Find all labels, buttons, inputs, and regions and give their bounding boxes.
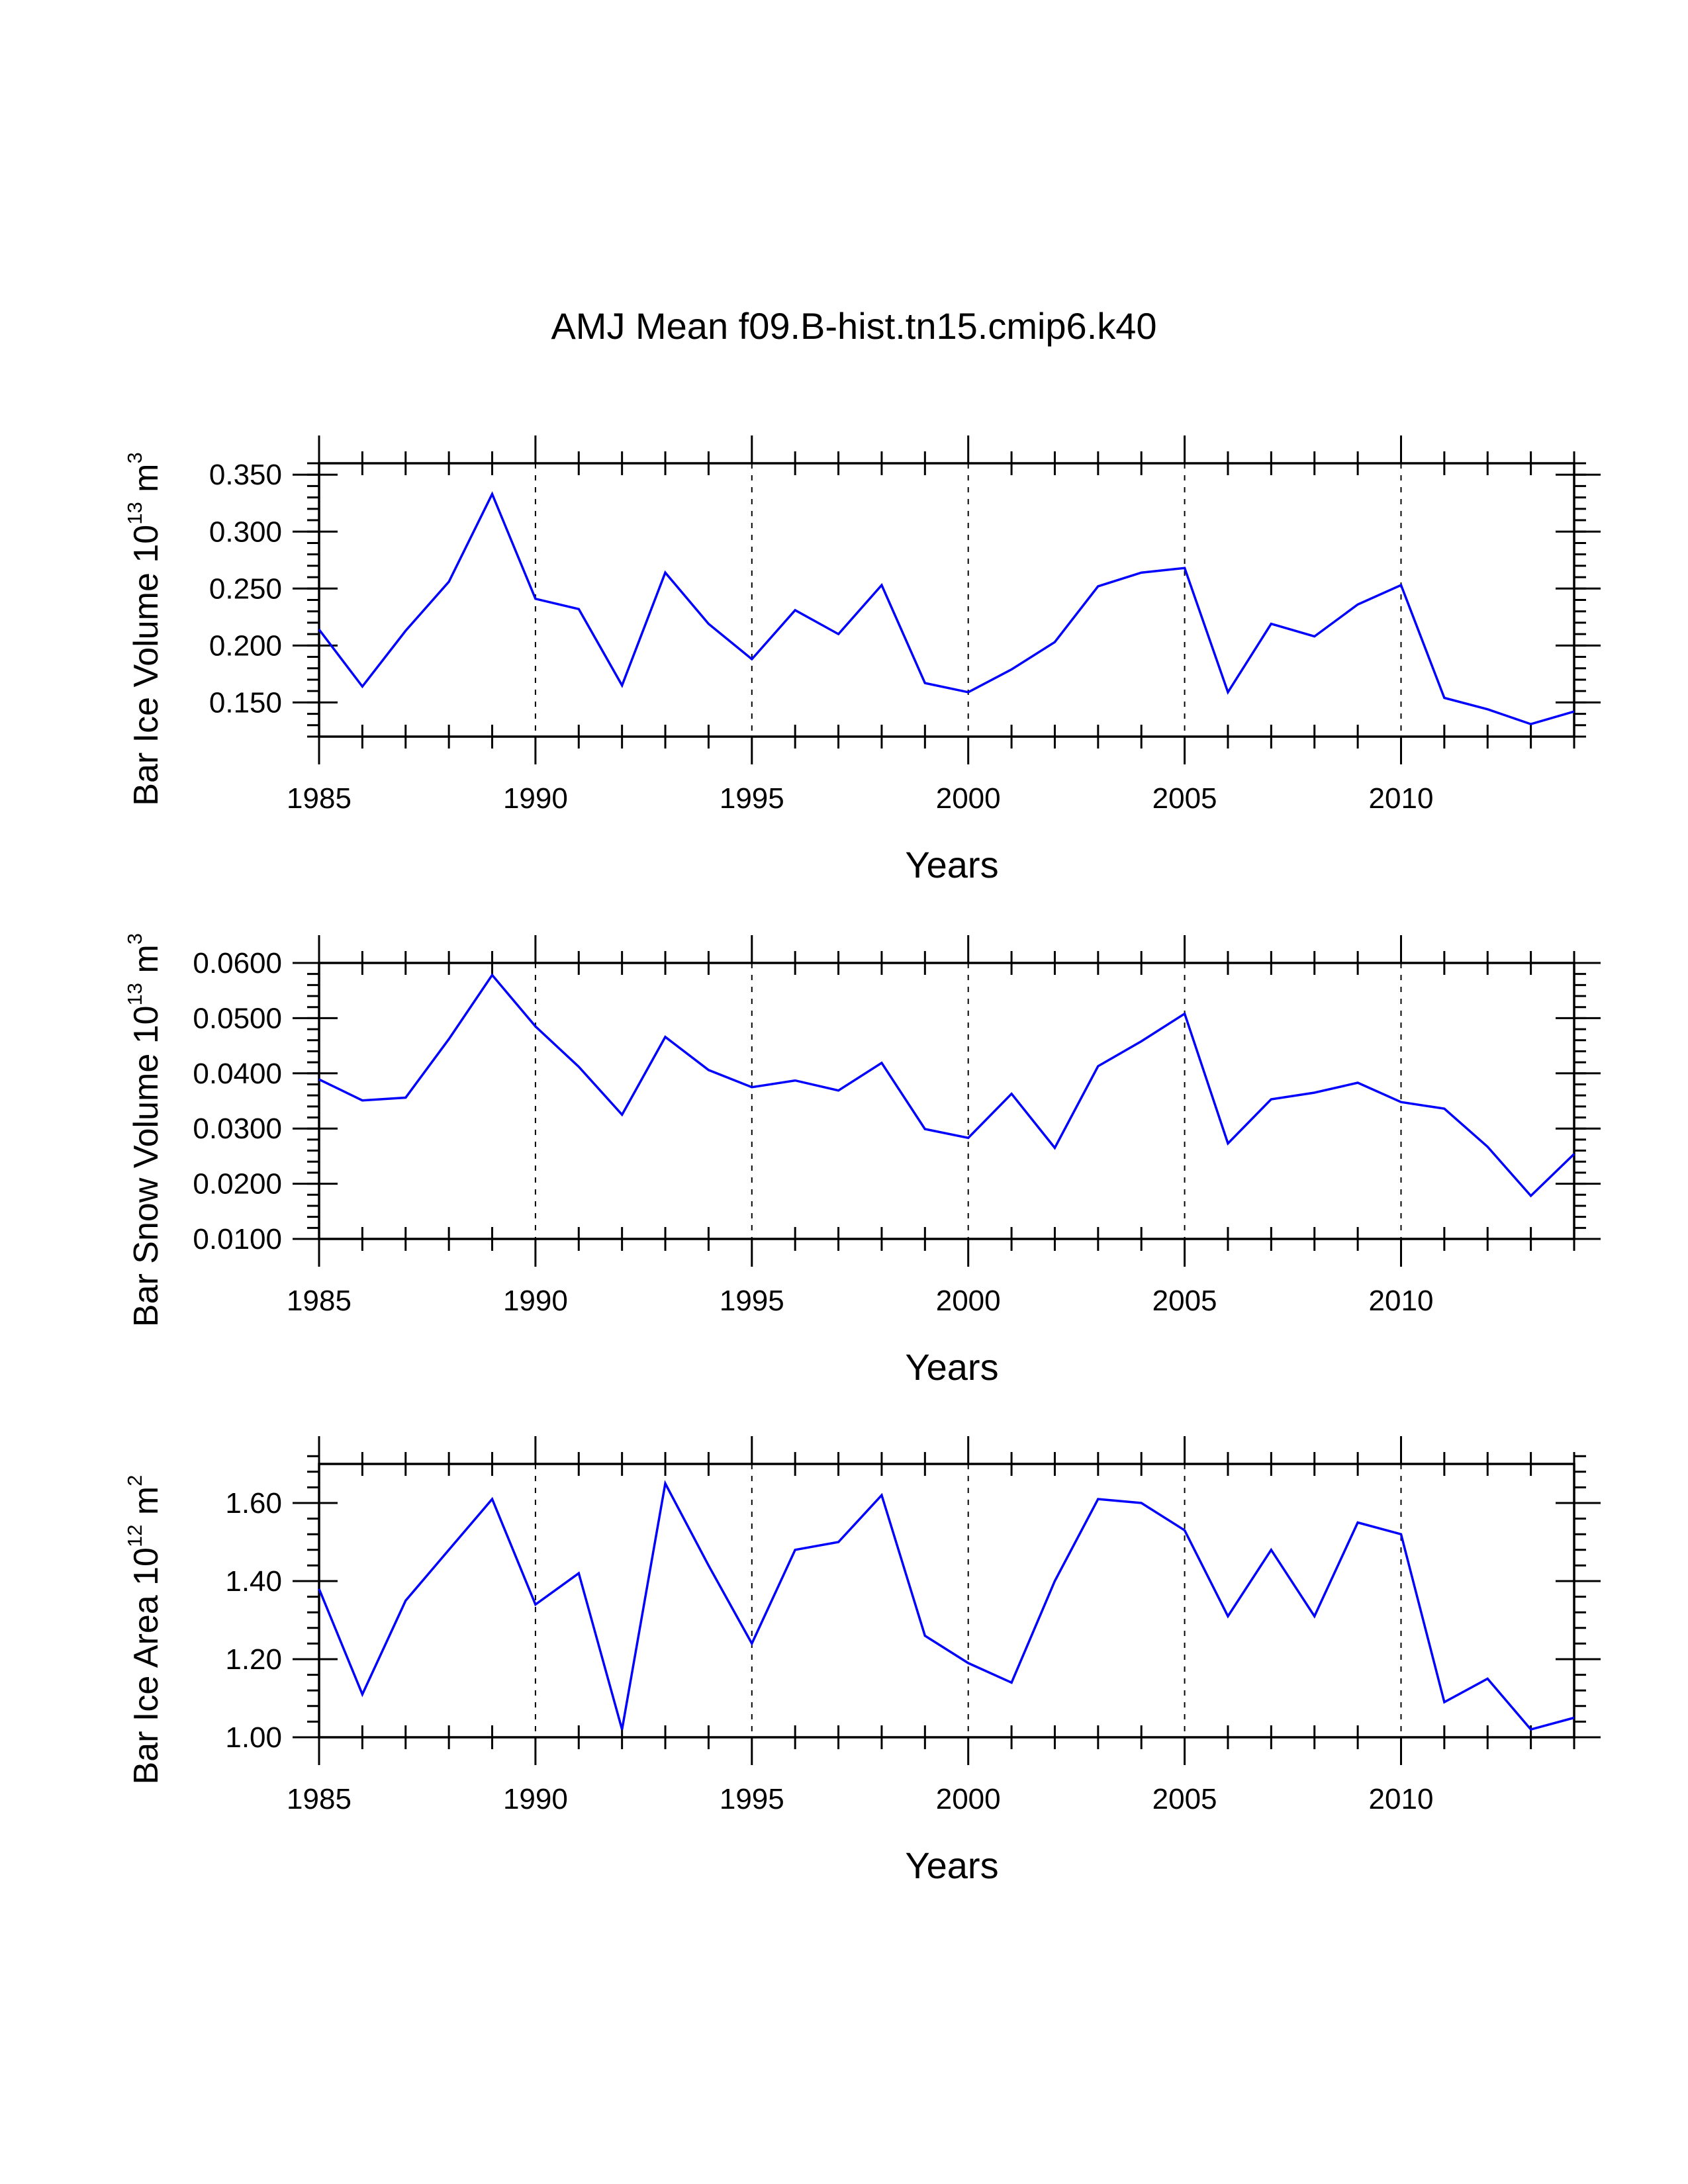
- x-tick-label: 2000: [936, 1783, 1001, 1815]
- y-label-unit: m: [127, 944, 165, 983]
- panel-ice-area: 1.00 1.20 1.40 1.60 1985 1990 1995 2000 2005 201…: [123, 1436, 1601, 1886]
- ice-area-line: [318, 1480, 1575, 1731]
- x-tick-label: 1985: [287, 1285, 352, 1317]
- x-tick-label: 2000: [936, 1285, 1001, 1317]
- x-tick-label: 2005: [1152, 1783, 1217, 1815]
- x-tick-label: 1995: [720, 1285, 784, 1317]
- y-label-main: Bar Ice Volume 10: [127, 525, 165, 806]
- y-label-exponent: 13: [123, 983, 146, 1005]
- y-tick-label: 0.0400: [193, 1058, 282, 1090]
- y-tick-label: 0.0300: [193, 1113, 282, 1145]
- x-tick-label: 1995: [720, 782, 784, 815]
- y-label-exponent: 13: [123, 502, 146, 524]
- y-tick-labels: 1.00 1.20 1.40 1.60: [225, 1487, 282, 1754]
- y-tick-label: 0.300: [209, 516, 282, 548]
- y-tick-label: 0.250: [209, 572, 282, 605]
- x-tick-label: 1990: [503, 1783, 568, 1815]
- x-axis-label: Years: [905, 1844, 998, 1886]
- y-tick-label: 0.150: [209, 686, 282, 719]
- y-tick-label: 0.0100: [193, 1223, 282, 1255]
- y-label-main: Bar Snow Volume 10: [127, 1005, 165, 1327]
- y-tick-label: 0.350: [209, 459, 282, 491]
- vertical-gridlines: [534, 1464, 1402, 1737]
- plot-frame: [318, 962, 1575, 1240]
- y-tick-labels: 0.0100 0.0200 0.0300 0.0400 0.0500 0.0600: [193, 947, 282, 1255]
- y-tick-label: 1.60: [225, 1487, 282, 1520]
- y-tick-labels: 0.150 0.200 0.250 0.300 0.350: [209, 459, 282, 719]
- x-axis-label: Years: [905, 844, 998, 886]
- y-tick-label: 1.40: [225, 1565, 282, 1598]
- x-tick-labels: 1985 1990 1995 2000 2005 2010: [287, 782, 1433, 815]
- y-tick-label: 0.0600: [193, 947, 282, 979]
- figure-title: AMJ Mean f09.B-hist.tn15.cmip6.k40: [551, 305, 1156, 347]
- x-tick-label: 1985: [287, 1783, 352, 1815]
- x-tick-label: 2000: [936, 782, 1001, 815]
- x-tick-label: 1985: [287, 782, 352, 815]
- snow-volume-line: [318, 973, 1575, 1198]
- axis-ticks: [293, 935, 1601, 1267]
- x-tick-label: 2010: [1369, 782, 1434, 815]
- y-tick-label: 0.0200: [193, 1168, 282, 1201]
- x-tick-labels: 1985 1990 1995 2000 2005 2010: [287, 1285, 1433, 1317]
- vertical-gridlines: [534, 463, 1402, 737]
- panel-ice-volume: 0.150 0.200 0.250 0.300 0.350 1985 1990 1995 20…: [123, 435, 1601, 886]
- vertical-gridlines: [534, 963, 1402, 1239]
- y-tick-label: 1.00: [225, 1721, 282, 1754]
- y-tick-label: 0.0500: [193, 1002, 282, 1034]
- axis-ticks: [293, 1436, 1601, 1765]
- y-axis-label: Bar Ice Volume 1013 m3: [123, 452, 165, 805]
- panel-snow-volume: 0.0100 0.0200 0.0300 0.0400 0.0500 0.0600 198…: [123, 933, 1601, 1388]
- y-label-unit-exponent: 3: [123, 452, 146, 463]
- x-tick-label: 1990: [503, 782, 568, 815]
- y-label-unit-exponent: 2: [123, 1475, 146, 1486]
- ice-volume-line: [318, 491, 1575, 725]
- y-label-unit: m: [127, 1486, 165, 1525]
- x-tick-label: 1995: [720, 1783, 784, 1815]
- plot-frame: [318, 1463, 1575, 1739]
- x-tick-label: 2005: [1152, 1285, 1217, 1317]
- y-label-unit: m: [127, 464, 165, 502]
- y-axis-label: Bar Snow Volume 1013 m3: [123, 933, 165, 1327]
- y-tick-label: 0.200: [209, 629, 282, 662]
- x-tick-label: 2005: [1152, 782, 1217, 815]
- x-tick-label: 2010: [1369, 1783, 1434, 1815]
- y-axis-label: Bar Ice Area 1012 m2: [123, 1475, 165, 1785]
- x-tick-label: 2010: [1369, 1285, 1434, 1317]
- y-label-main: Bar Ice Area 10: [127, 1547, 165, 1784]
- x-tick-label: 1990: [503, 1285, 568, 1317]
- plot-frame: [318, 462, 1575, 738]
- x-axis-label: Years: [905, 1346, 998, 1388]
- x-tick-labels: 1985 1990 1995 2000 2005 2010: [287, 1783, 1433, 1815]
- axis-ticks: [293, 435, 1601, 764]
- y-label-exponent: 12: [123, 1525, 146, 1547]
- y-tick-label: 1.20: [225, 1643, 282, 1676]
- y-label-unit-exponent: 3: [123, 933, 146, 944]
